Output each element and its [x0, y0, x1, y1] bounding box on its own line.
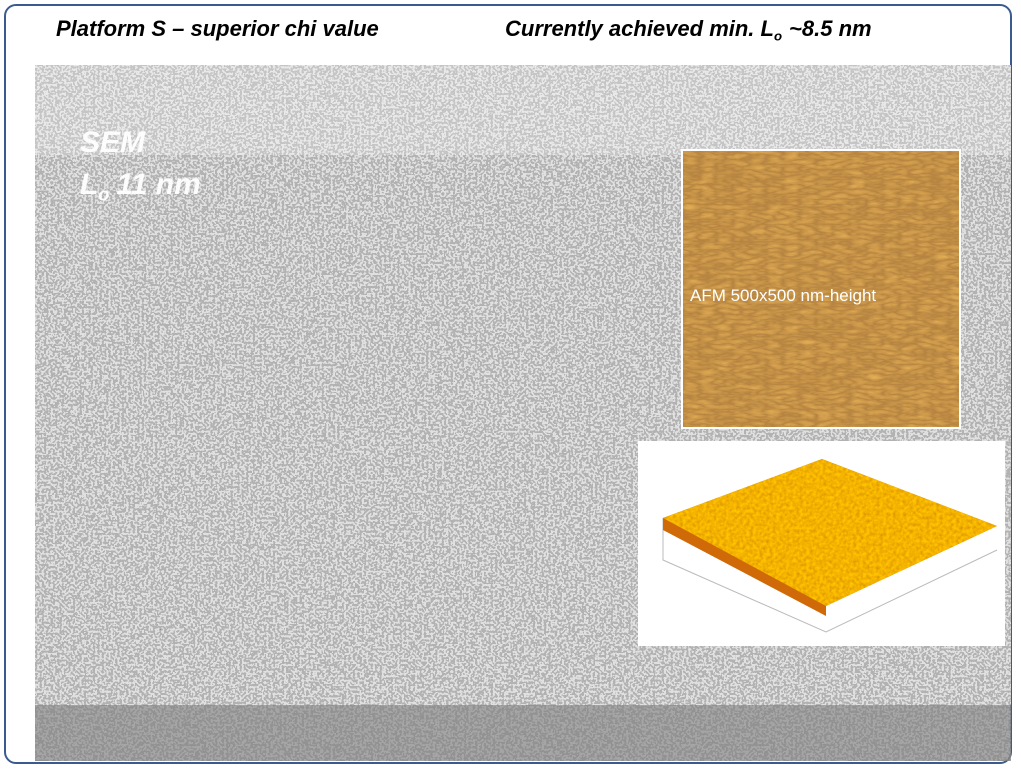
title-left: Platform S – superior chi value — [56, 16, 379, 42]
sem-lo-sub: o — [98, 184, 109, 204]
sem-lo: Lo 11 nm — [80, 164, 201, 215]
sem-label: SEM — [80, 122, 201, 164]
sem-caption: SEM Lo 11 nm — [80, 122, 201, 215]
images — [0, 0, 1021, 771]
title-right: Currently achieved min. Lo ~8.5 nm — [505, 16, 872, 44]
slide: Platform S – superior chi value Currentl… — [0, 0, 1021, 771]
title-right-sub: o — [774, 29, 782, 44]
sem-lo-tail: 11 nm — [116, 168, 200, 201]
title-right-text: Currently achieved min. L — [505, 16, 774, 41]
title-right-tail: ~8.5 nm — [789, 16, 872, 41]
sem-strip-shade — [35, 705, 1011, 761]
sem-lo-text: L — [80, 168, 98, 201]
afm-label: AFM 500x500 nm-height — [690, 286, 876, 306]
